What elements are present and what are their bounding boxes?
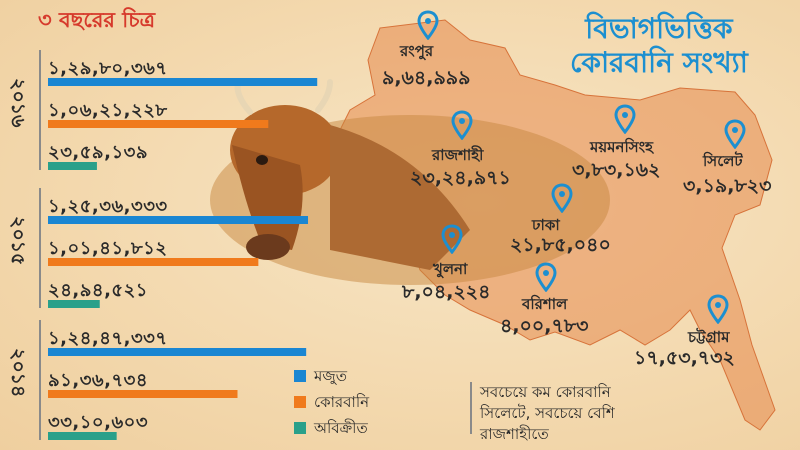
note-line3: রাজশাহীতে	[480, 425, 549, 443]
bar-value-label-0-0: ১,২৯,৮০,৩৬৭	[48, 58, 168, 79]
bar-2-0	[48, 348, 307, 356]
bar-value-label-1-0: ১,২৫,৩৬,৩৩৩	[48, 196, 168, 217]
year-label-1: ২০১৫	[7, 216, 29, 266]
division-name-3: সিলেট	[703, 152, 743, 170]
bar-2-1	[48, 390, 238, 398]
division-name-7: চট্টগ্রাম	[688, 328, 730, 346]
division-name-6: বরিশাল	[522, 295, 568, 313]
bar-value-label-0-2: ২৩,৫৯,১৩৯	[48, 142, 149, 163]
legend-label-2: অবিক্রীত	[314, 419, 368, 437]
division-value-2: ৩,৮৩,১৬২	[572, 159, 661, 181]
bar-1-2	[48, 300, 100, 308]
note-divider	[470, 382, 472, 434]
bar-value-label-2-0: ১,২৪,৪৭,৩৩৭	[48, 328, 168, 349]
map-pin-icon	[535, 262, 557, 292]
legend-label-1: কোরবানি	[314, 393, 370, 411]
division-value-7: ১৭,৫৩,৭৩২	[634, 347, 735, 369]
cow-illustration	[210, 79, 610, 285]
division-value-1: ২৩,২৪,৯৭১	[410, 167, 511, 189]
legend-label-0: মজুত	[314, 367, 348, 385]
bar-0-0	[48, 78, 318, 86]
map-pin-icon	[417, 10, 439, 40]
division-name-5: খুলনা	[433, 260, 468, 278]
bar-2-2	[48, 432, 117, 440]
bar-value-label-2-1: ৯১,৩৬,৭৩৪	[48, 370, 149, 391]
division-value-6: ৪,০০,৭৮৩	[500, 315, 589, 337]
map-pin-icon	[551, 183, 573, 213]
division-value-5: ৮,০৪,২২৪	[402, 281, 491, 303]
division-value-0: ৯,৬৪,৯৯৯	[382, 67, 471, 89]
bar-value-label-1-2: ২৪,৯৪,৫২১	[48, 280, 148, 301]
map-pin-icon	[707, 294, 729, 324]
year-label-0: ২০১৬	[7, 78, 29, 128]
division-value-3: ৩,১৯,৮২৩	[683, 175, 772, 197]
map-title-line1: বিভাগভিত্তিক	[585, 12, 733, 45]
bar-0-1	[48, 120, 269, 128]
bar-0-2	[48, 162, 97, 170]
bar-value-label-0-1: ১,০৬,২১,২২৮	[48, 100, 168, 121]
division-name-2: ময়মনসিংহ	[590, 138, 653, 156]
year-label-2: ২০১৪	[7, 348, 29, 398]
chart-title: ৩ বছরের চিত্র	[38, 8, 156, 32]
division-name-1: রাজশাহী	[432, 146, 484, 164]
map-title-line2: কোরবানি সংখ্যা	[570, 46, 748, 79]
note: সবচেয়ে কম কোরবানি সিলেটে, সবচেয়ে বেশি …	[480, 382, 615, 445]
note-line1: সবচেয়ে কম কোরবানি	[480, 383, 611, 401]
division-value-4: ২১,৮৫,০৪০	[510, 234, 611, 256]
bar-1-1	[48, 258, 259, 266]
division-name-4: ঢাকা	[532, 216, 560, 234]
bar-value-label-1-1: ১,০১,৪১,৮১২	[48, 238, 168, 259]
legend-swatch-1	[294, 396, 306, 408]
note-line2: সিলেটে, সবচেয়ে বেশি	[480, 404, 615, 422]
map-pin-icon	[614, 104, 636, 134]
bar-value-label-2-2: ৩৩,১০,৬০৩	[48, 412, 149, 433]
legend-swatch-2	[294, 422, 306, 434]
division-name-0: রংপুর	[400, 42, 434, 60]
legend-swatch-0	[294, 370, 306, 382]
map-title: বিভাগভিত্তিক কোরবানি সংখ্যা	[570, 12, 748, 80]
map-pin-icon	[441, 224, 463, 254]
map-pin-icon	[724, 119, 746, 149]
bar-1-0	[48, 216, 309, 224]
map-pin-icon	[451, 110, 473, 140]
